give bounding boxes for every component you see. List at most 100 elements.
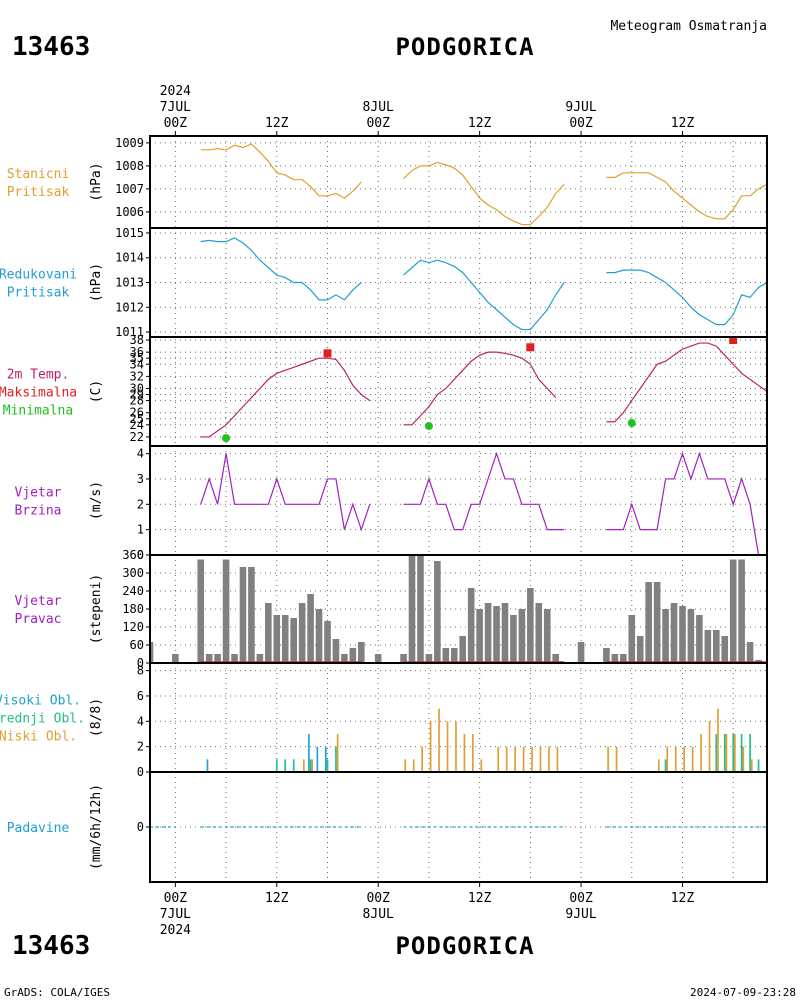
y-tick-label: 28 — [130, 394, 144, 408]
cloud-bar — [548, 746, 550, 772]
y-tick-label: 300 — [122, 566, 144, 580]
series-line — [606, 172, 767, 220]
y-tick-label: 360 — [122, 548, 144, 562]
cloud-bar — [556, 746, 559, 772]
panel-label: Visoki Obl. — [0, 694, 81, 709]
cloud-bar — [480, 759, 483, 772]
wind-direction-bar — [603, 648, 610, 663]
cloud-bar — [700, 733, 702, 772]
wind-direction-bar — [332, 639, 340, 663]
y-tick-label: 32 — [130, 369, 144, 383]
top-time-label: 12Z — [468, 116, 492, 131]
y-tick-label: 0 — [137, 656, 144, 670]
wind-direction-bar — [577, 642, 585, 663]
y-tick-label: 1007 — [115, 182, 144, 196]
panel-frame — [149, 771, 768, 883]
top-time-label: 00Z — [569, 116, 593, 131]
wind-direction-bar — [620, 654, 627, 663]
y-tick-label: 60 — [130, 638, 144, 652]
y-tick-label: 24 — [130, 418, 144, 432]
top-time-label: 8JUL — [363, 100, 394, 115]
y-tick-label: 6 — [137, 689, 144, 703]
wind-direction-bar — [518, 609, 526, 663]
panel-cloud-cover: 0 2 4 6 8 (8/8) Visoki Obl. Srednji Obl. Niski O… — [0, 662, 768, 779]
bottom-time-label: 9JUL — [565, 907, 596, 922]
wind-direction-bar — [670, 603, 678, 663]
y-tick-label: 22 — [130, 430, 144, 444]
panel-label: Brzina — [15, 504, 62, 519]
panel-frame — [149, 227, 768, 338]
wind-direction-bar — [476, 609, 483, 663]
wind-direction-bar — [214, 654, 221, 663]
wind-direction-bar — [738, 559, 745, 663]
cloud-bar — [615, 746, 618, 772]
y-tick-label: 240 — [122, 584, 144, 598]
wind-direction-bar — [687, 609, 695, 663]
panel-label: Padavine — [7, 821, 70, 836]
panel-label: 2m Temp. — [7, 368, 70, 383]
bottom-time-label: 12Z — [671, 891, 695, 906]
wind-direction-bar — [341, 654, 348, 663]
wind-direction-bar — [205, 654, 213, 663]
wind-direction-bar — [543, 609, 551, 663]
y-tick-label: 1009 — [115, 136, 144, 150]
wind-direction-bar — [256, 654, 264, 663]
y-tick-label: 4 — [137, 714, 144, 728]
wind-direction-bar — [150, 642, 154, 663]
y-tick-label: 26 — [130, 406, 144, 420]
wind-direction-bar — [653, 582, 661, 663]
wind-direction-bar — [662, 609, 669, 663]
cloud-bar — [666, 746, 669, 772]
panel-frame — [149, 445, 768, 556]
cloud-bar — [505, 746, 508, 772]
bottom-time-label: 8JUL — [363, 907, 394, 922]
cloud-bar — [664, 759, 667, 772]
y-tick-label: 34 — [130, 357, 144, 371]
cloud-bar — [757, 759, 760, 772]
y-tick-label: 0 — [137, 765, 144, 779]
meteogram-subtitle: Meteogram Osmatranja — [610, 19, 767, 34]
bottom-time-label: 00Z — [366, 891, 390, 906]
y-tick-label: 1014 — [115, 251, 144, 265]
cloud-bar — [316, 746, 319, 772]
cloud-bar — [734, 733, 736, 772]
wind-direction-bar — [273, 615, 281, 663]
min-temp-marker — [424, 422, 433, 431]
wind-direction-bar — [484, 603, 492, 663]
y-tick-label: 1013 — [115, 276, 144, 290]
cloud-bar — [742, 746, 745, 772]
wind-direction-bar — [265, 603, 272, 663]
cloud-bar — [715, 733, 718, 772]
panels-group: 1006100710081009(hPa)StanicniPritisak101… — [0, 135, 768, 883]
plot-area — [200, 143, 767, 226]
panel-wind-direction: 0 60 120 180 240 300 360 (stepeni) Vjetar Pravac — [15, 548, 768, 670]
cloud-bar — [732, 733, 735, 772]
cloud-bar — [455, 721, 457, 772]
wind-direction-bar — [493, 606, 500, 663]
wind-direction-bar — [501, 603, 509, 663]
series-line — [200, 357, 371, 438]
y-tick-label: 0 — [137, 820, 144, 834]
cloud-bar — [708, 721, 711, 772]
cloud-bar — [302, 759, 305, 772]
wind-direction-bar — [248, 567, 255, 663]
plot-area — [200, 237, 767, 331]
y-tick-label: 1011 — [115, 325, 144, 339]
plot-area — [200, 451, 760, 555]
cloud-bar — [326, 759, 329, 772]
wind-direction-bar — [450, 648, 458, 663]
series-line — [403, 161, 565, 226]
cloud-bar — [324, 746, 327, 772]
cloud-bar — [309, 759, 312, 772]
wind-direction-bar — [307, 594, 314, 663]
y-tick-label: 3 — [137, 472, 144, 486]
cloud-bar — [740, 733, 743, 772]
wind-direction-bar — [704, 630, 712, 663]
cloud-bar — [539, 746, 542, 772]
cloud-bar — [674, 746, 677, 772]
wind-direction-bar — [400, 654, 407, 663]
bottom-time-label: 7JUL — [160, 907, 191, 922]
y-tick-label: 1006 — [115, 205, 144, 219]
